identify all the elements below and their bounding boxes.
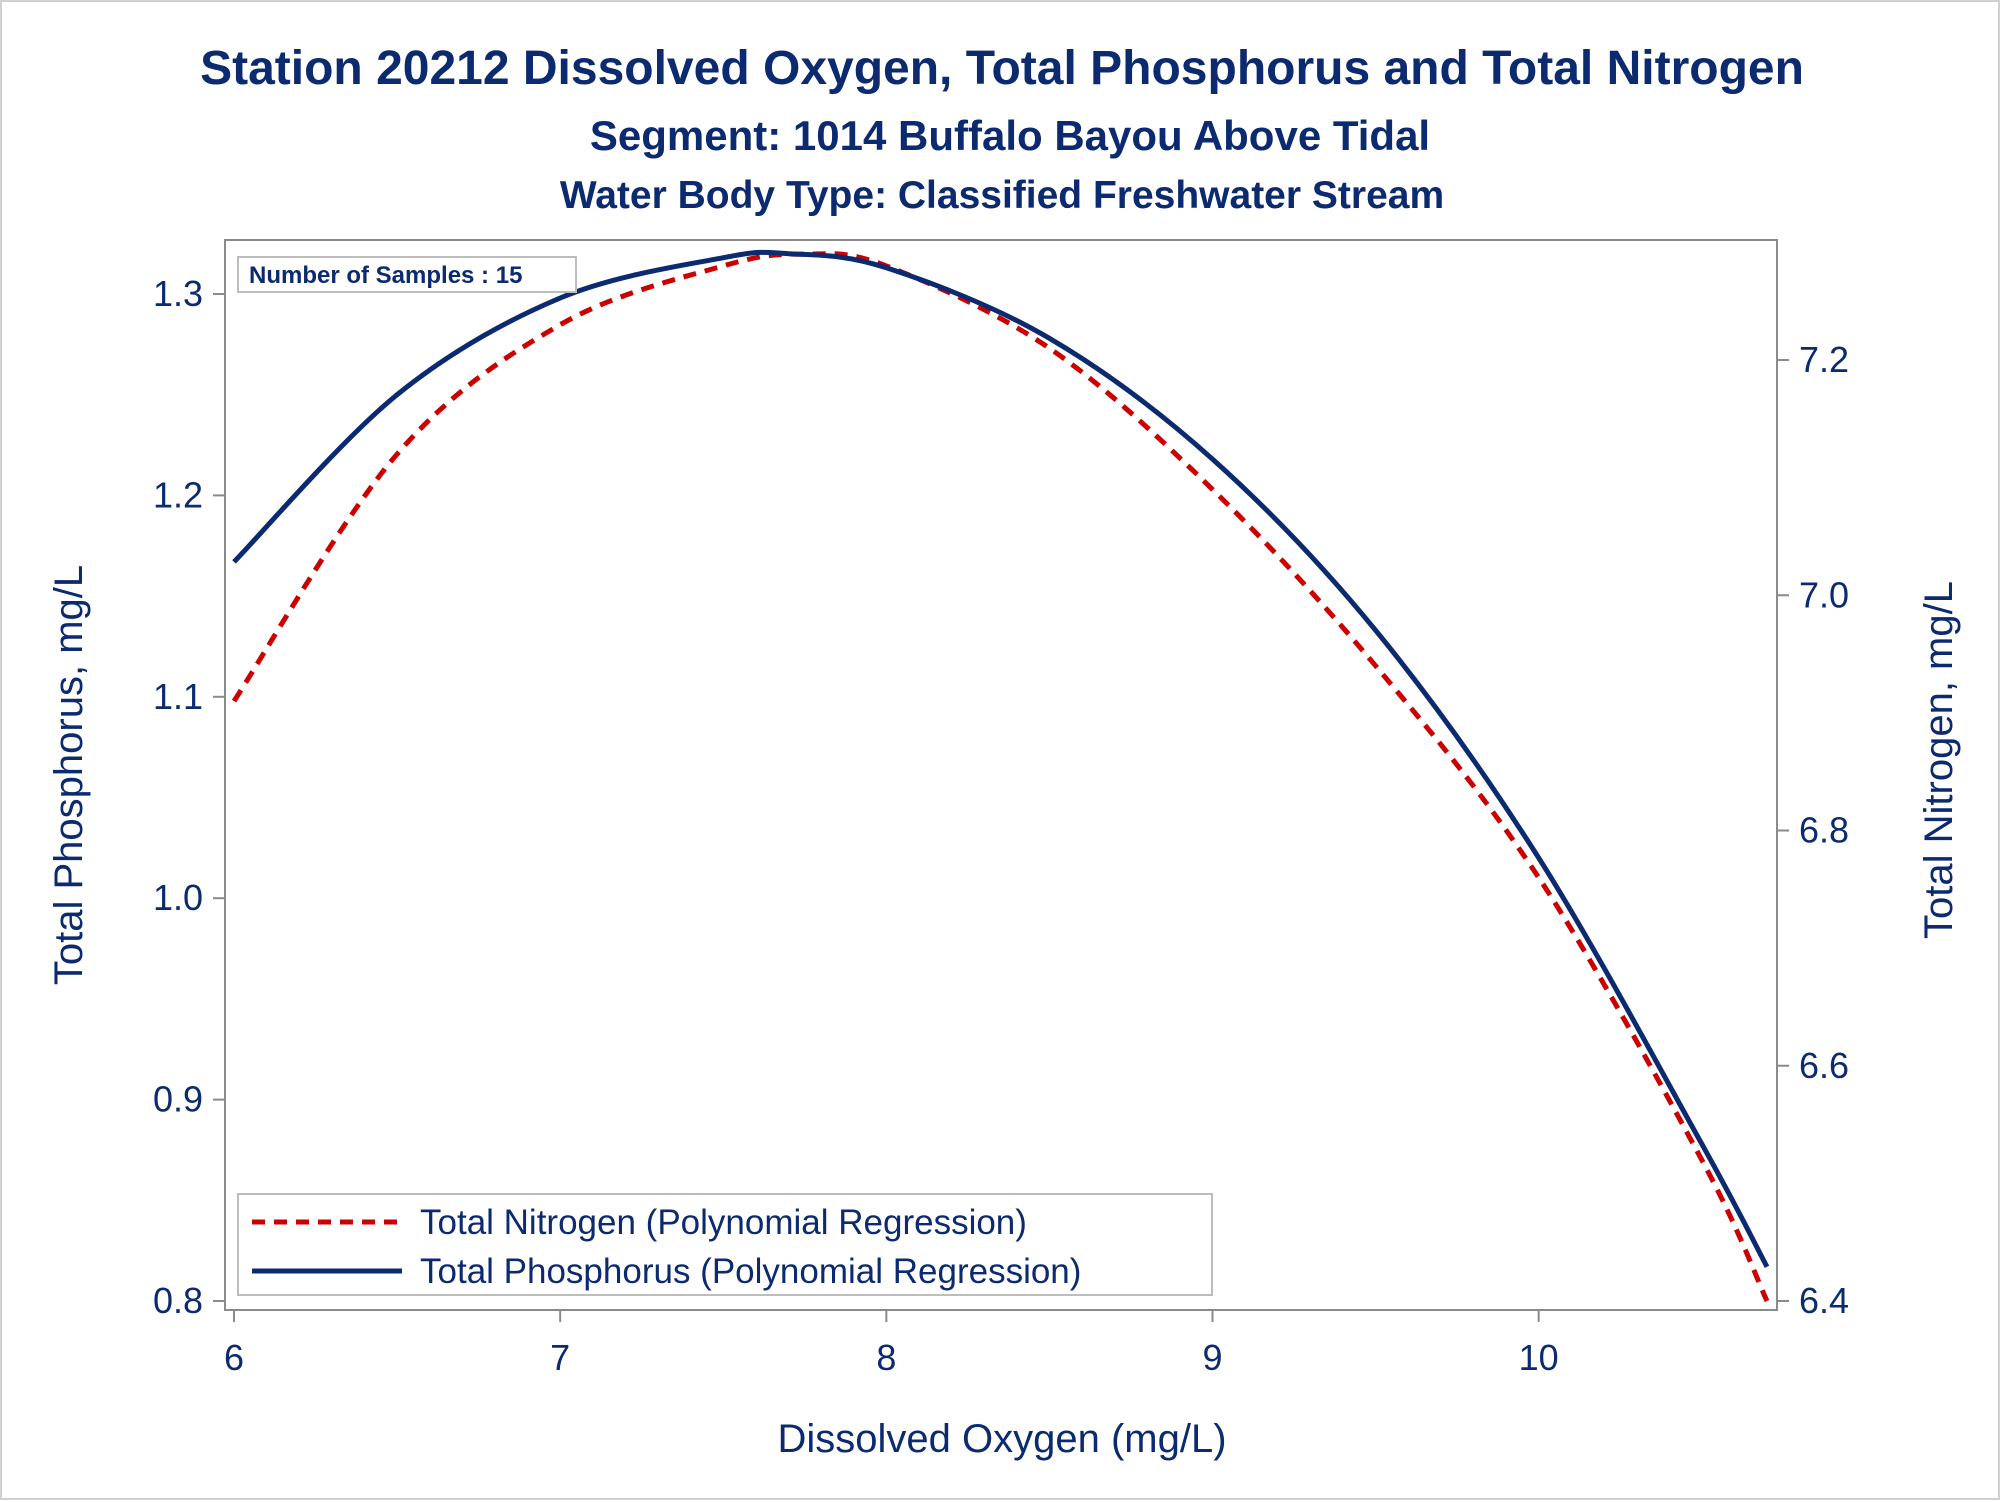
y-axis-right: 6.4 6.6 6.8 7.0 7.2 [1777,339,1849,1321]
phosphorus-series-line [232,249,1770,1268]
x-tick-label: 9 [1202,1337,1222,1378]
y-right-tick-label: 6.8 [1799,810,1849,851]
chart-subtitle-2: Water Body Type: Classified Freshwater S… [560,174,1444,217]
y-right-tick-label: 7.0 [1799,574,1849,615]
plot-area [224,239,1778,1311]
x-tick-label: 8 [876,1337,896,1378]
y-right-tick-label: 6.6 [1799,1045,1849,1086]
sample-count-frame [237,256,577,293]
legend-frame [237,1193,1213,1296]
x-axis: 6 7 8 9 10 [224,1310,1559,1378]
y-axis-left-label: Total Phosphorus, mg/L [47,565,91,985]
nitrogen-series-line [231,251,1770,1303]
x-tick-label: 10 [1519,1337,1559,1378]
sample-count-box: Number of Samples : 15 [237,256,577,293]
series-layer [231,249,1770,1303]
y-left-tick-label: 1.0 [153,877,203,918]
legend: Total Nitrogen (Polynomial Regression) T… [237,1193,1213,1296]
x-axis-label: Dissolved Oxygen (mg/L) [777,1417,1226,1461]
legend-label-phosphorus: Total Phosphorus (Polynomial Regression) [420,1252,1081,1291]
sample-count-text: Number of Samples : 15 [249,262,522,289]
x-tick-label: 7 [550,1337,570,1378]
y-left-tick-label: 1.2 [153,474,203,515]
y-left-tick-label: 0.9 [153,1079,203,1120]
y-axis-right-label: Total Nitrogen, mg/L [1917,581,1961,939]
y-right-tick-label: 7.2 [1799,339,1849,380]
y-right-tick-label: 6.4 [1799,1280,1849,1321]
y-left-tick-label: 1.1 [153,676,203,717]
legend-label-nitrogen: Total Nitrogen (Polynomial Regression) [420,1203,1027,1242]
chart-title: Station 20212 Dissolved Oxygen, Total Ph… [200,42,1804,95]
chart-subtitle: Segment: 1014 Buffalo Bayou Above Tidal [590,112,1430,159]
y-left-tick-label: 0.8 [153,1280,203,1321]
y-axis-left: 0.8 0.9 1.0 1.1 1.2 1.3 [153,273,225,1321]
x-tick-label: 6 [224,1337,244,1378]
y-left-tick-label: 1.3 [153,273,203,314]
